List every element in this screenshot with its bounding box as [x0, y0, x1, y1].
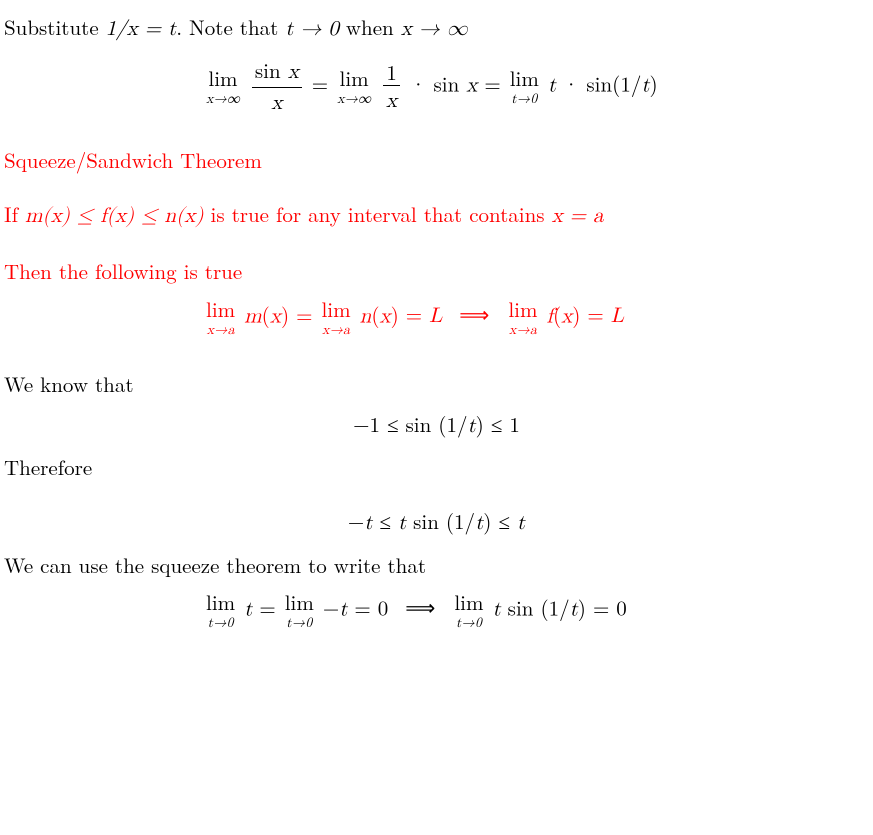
paren: )	[650, 69, 658, 99]
math-inline: t → 0	[285, 19, 339, 40]
text: Substitute	[4, 12, 106, 42]
para-then-following: Then the following is true	[4, 258, 869, 284]
limit: limt→0	[285, 592, 314, 630]
limit: limx→∞	[206, 68, 240, 106]
equals-zero: = 0	[354, 592, 388, 622]
limit: limx→a	[206, 299, 235, 337]
fraction: sin xx	[252, 57, 302, 117]
var-t: t	[493, 599, 501, 620]
para-we-know: We know that	[4, 371, 869, 397]
equals: =	[312, 69, 335, 99]
para-squeeze-condition: If m(x) ≤ f(x) ≤ n(x) is true for any in…	[4, 201, 869, 230]
equals: =	[296, 299, 319, 329]
equation-squeeze: limx→a m(x) = limx→a n(x) = L ⟹ limx→a f…	[4, 299, 869, 337]
math-inline: x = a	[552, 206, 604, 227]
equation-4: −t ≤ t sin (1/t) ≤ t	[4, 508, 869, 537]
limit: limx→a	[508, 299, 537, 337]
sin: sin	[433, 69, 459, 99]
dot: ·	[556, 69, 586, 99]
limit: limx→∞	[337, 68, 371, 106]
fn-m: m	[244, 306, 262, 327]
var-x: x	[466, 76, 477, 97]
limit: limx→a	[321, 299, 350, 337]
math-inline: 1/x = t	[106, 19, 177, 40]
dot: ·	[410, 69, 433, 99]
sin: sin	[586, 69, 612, 99]
para-use-squeeze: We can use the squeeze theorem to write …	[4, 552, 869, 578]
equals-L: = L	[587, 299, 623, 329]
equals-L: = L	[406, 299, 442, 329]
implies-icon: ⟹	[395, 592, 445, 622]
equation-3: −1 ≤ sin (1/t) ≤ 1	[4, 411, 869, 440]
math-inline: m(x) ≤ f(x) ≤ n(x)	[25, 206, 204, 227]
equals: =	[259, 592, 282, 622]
text: . Note that	[176, 12, 285, 42]
var-t: t	[548, 76, 556, 97]
text: If	[4, 199, 25, 229]
limit: limt→0	[510, 68, 539, 106]
fraction: 1x	[383, 59, 400, 116]
var-t: t	[641, 76, 649, 97]
equation-5: limt→0 t = limt→0 −t = 0 ⟹ limt→0 t sin …	[4, 592, 869, 630]
var-t: t	[244, 599, 252, 620]
implies-icon: ⟹	[449, 299, 499, 329]
para-substitute: Substitute 1/x = t. Note that t → 0 when…	[4, 14, 869, 43]
var-t: t	[339, 599, 347, 620]
fn-n: n	[360, 306, 372, 327]
math-inline: x → ∞	[401, 19, 468, 40]
text: when	[339, 12, 401, 42]
paren: (1/	[612, 69, 641, 99]
limit: limt→0	[206, 592, 235, 630]
equals: =	[484, 69, 507, 99]
text: is true for any interval that contains	[204, 199, 552, 229]
limit: limt→0	[454, 592, 483, 630]
equation-1: limx→∞ sin xx = limx→∞ 1x · sin x = limt…	[4, 57, 869, 117]
heading-squeeze-theorem: Squeeze/Sandwich Theorem	[4, 147, 869, 173]
para-therefore: Therefore	[4, 454, 869, 480]
